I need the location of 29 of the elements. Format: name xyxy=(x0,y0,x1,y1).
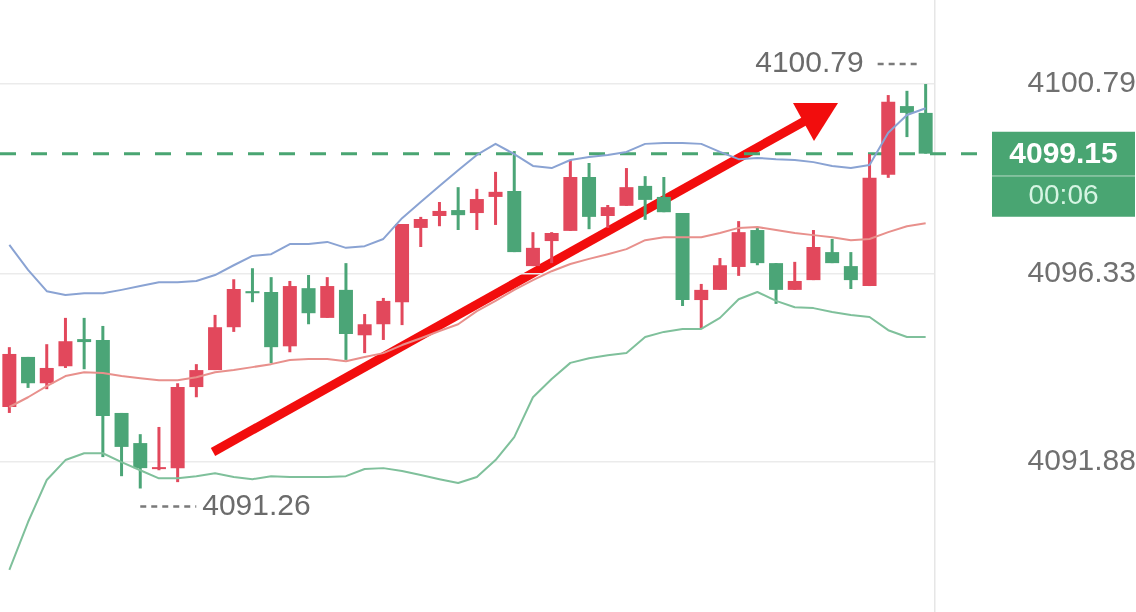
candlestick xyxy=(245,268,260,304)
candlestick xyxy=(787,260,802,290)
candlestick xyxy=(638,176,653,220)
candlestick xyxy=(39,344,54,391)
candlestick xyxy=(525,232,540,268)
candlestick xyxy=(413,215,428,248)
candlestick xyxy=(151,425,166,471)
candlestick xyxy=(357,314,372,355)
candlestick xyxy=(600,204,615,228)
candlestick xyxy=(376,296,391,340)
ref-line-label: 4099.15 xyxy=(1009,135,1118,169)
candlestick xyxy=(694,282,709,329)
candlestick xyxy=(488,170,503,225)
text: 00:06 xyxy=(1028,179,1099,211)
y-tick-label: 4100.79 xyxy=(1027,65,1136,99)
candlestick xyxy=(843,252,858,290)
candlestick xyxy=(619,168,634,206)
annotation: 4091.26 xyxy=(202,487,311,521)
candlestick xyxy=(432,202,447,228)
y-tick-label: 4096.33 xyxy=(1027,254,1136,288)
y-tick-label: 4091.88 xyxy=(1027,443,1136,477)
candlestick xyxy=(899,89,914,139)
candlestick xyxy=(656,176,671,214)
candlestick xyxy=(77,316,92,371)
candlestick xyxy=(469,187,484,231)
candlestick xyxy=(451,187,466,231)
candlestick xyxy=(825,237,840,265)
annotation: 4100.79 xyxy=(755,45,864,79)
candlestick xyxy=(544,232,559,265)
